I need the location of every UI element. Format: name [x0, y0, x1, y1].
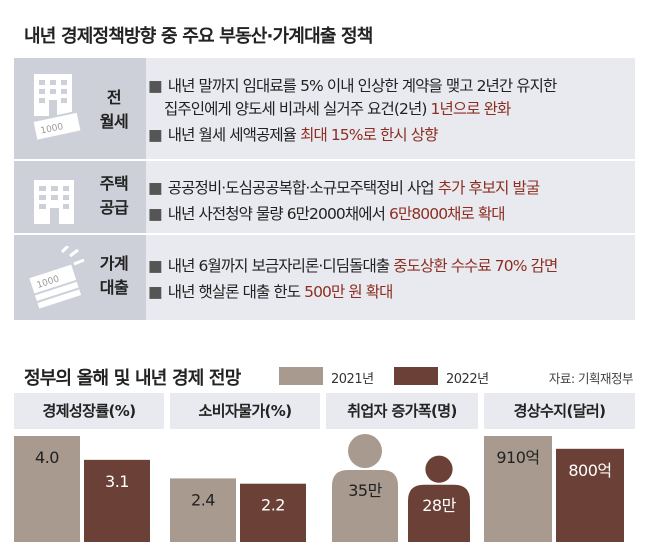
row-divider: [14, 159, 635, 161]
bar-value-label: 2.4: [191, 490, 215, 509]
bullet-icon: ■: [148, 205, 163, 223]
item-highlight: 6만8000채로 확대: [389, 205, 506, 223]
bullet-icon: ■: [148, 257, 163, 275]
item-highlight: 추가 후보지 발굴: [437, 179, 540, 197]
pictogram-value-label: 28만: [422, 496, 456, 515]
row-label-rent: 전 월세: [90, 86, 138, 134]
item-text: 내년 햇살론 대출 한도: [167, 283, 305, 301]
panel-title-growth: 경제성장률(%): [14, 393, 164, 429]
policy-item: ■ 내년 6월까지 보금자리론·디딤돌대출 중도상환 수수료 70% 감면: [148, 255, 558, 278]
row-divider: [14, 233, 635, 235]
row-label-line: 대출: [99, 278, 129, 297]
pictogram-value-label: 35만: [348, 481, 382, 500]
row-label-line: 주택: [99, 174, 129, 193]
person-body-icon: [332, 470, 398, 542]
row-label-loans: 가계 대출: [90, 252, 138, 300]
row-label-housing: 주택 공급: [90, 172, 138, 220]
bar-2021년: [484, 436, 552, 542]
item-highlight: 중도상환 수수료 70% 감면: [393, 257, 558, 275]
policy-panel: 1000 1000 전 월세 주택 공급 가계 대출 ■ 내년 말까지 임대료를 …: [14, 58, 635, 320]
person-body-icon: [408, 484, 470, 542]
legend-label-2022: 2022년: [446, 372, 489, 387]
policy-item: ■ 내년 말까지 임대료를 5% 이내 인상한 계약을 맺고 2년간 유지한 집주…: [148, 75, 558, 121]
policy-item: ■ 내년 사전청약 물량 6만2000채에서 6만8000채로 확대: [148, 203, 506, 226]
panel-title-prices: 소비자물가(%): [170, 393, 320, 429]
money-stack-icon: 1000: [26, 246, 85, 310]
bar-value-label: 2.2: [261, 496, 285, 515]
legend-swatch-2021: [279, 367, 323, 385]
item-text: 내년 6월까지 보금자리론·디딤돌대출: [167, 257, 394, 275]
bullet-icon: ■: [148, 179, 163, 197]
panel-title-employment: 취업자 증가폭(명): [326, 393, 478, 429]
item-text: 공공정비·도심공공복합·소규모주택정비 사업: [167, 179, 438, 197]
panel-title-current-account: 경상수지(달러): [484, 393, 635, 429]
outlook-title: 정부의 올해 및 내년 경제 전망: [24, 368, 241, 389]
row-label-line: 월세: [99, 112, 129, 131]
row-label-line: 전: [106, 88, 122, 107]
policy-item: ■ 공공정비·도심공공복합·소규모주택정비 사업 추가 후보지 발굴: [148, 177, 540, 200]
legend-label-2021: 2021년: [331, 372, 374, 387]
bar-value-label: 4.0: [35, 448, 59, 467]
item-highlight: 최대 15%로 한시 상향: [300, 126, 438, 144]
item-highlight: 500만 원 확대: [304, 283, 393, 301]
person-head-icon: [348, 434, 382, 468]
item-highlight: 1년으로 완화: [430, 100, 512, 118]
item-text: 내년 사전청약 물량 6만2000채에서: [167, 205, 389, 223]
row-label-line: 가계: [99, 254, 129, 273]
bar-2022년: [84, 459, 150, 542]
source-note: 자료: 기획재정부: [548, 371, 634, 386]
bullet-icon: ■: [148, 126, 163, 144]
item-text: 내년 월세 세액공제율: [167, 126, 301, 144]
policy-item: ■ 내년 월세 세액공제율 최대 15%로 한시 상향: [148, 124, 438, 147]
item-text: 집주인에게 양도세 비과세 실거주 요건(2년): [164, 100, 431, 118]
policy-item: ■ 내년 햇살론 대출 한도 500만 원 확대: [148, 281, 393, 304]
apartment-building-icon: [34, 180, 74, 224]
row-label-line: 공급: [99, 198, 129, 217]
bar-value-label: 910억: [496, 448, 539, 467]
legend-swatch-2022: [394, 367, 438, 385]
bar-2022년: [556, 448, 624, 542]
svg-text:1000: 1000: [40, 122, 65, 137]
bar-value-label: 800억: [568, 461, 611, 480]
person-head-icon: [425, 455, 453, 483]
item-text: 내년 말까지 임대료를 5% 이내 인상한 계약을 맺고 2년간 유지한: [167, 77, 558, 95]
bullet-icon: ■: [148, 283, 163, 301]
bar-2021년: [170, 478, 236, 542]
bar-value-label: 3.1: [105, 472, 129, 491]
building-with-money-icon: 1000: [31, 74, 83, 142]
page-title: 내년 경제정책방향 중 주요 부동산·가계대출 정책: [24, 26, 373, 47]
bullet-icon: ■: [148, 77, 163, 95]
bar-2021년: [14, 436, 80, 542]
bar-2022년: [240, 483, 306, 542]
